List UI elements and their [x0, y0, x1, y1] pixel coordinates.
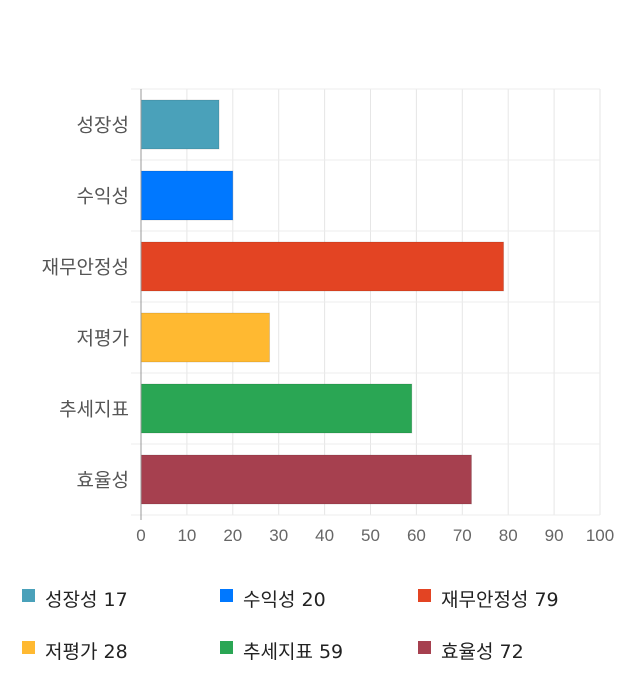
x-tick-label: 70 — [453, 526, 472, 545]
x-tick-label: 80 — [499, 526, 518, 545]
bar-4 — [140, 312, 271, 363]
x-tick-label: 10 — [177, 526, 196, 545]
legend-label: 저평가 28 — [45, 641, 128, 663]
legend-swatch — [22, 589, 35, 602]
y-category-label: 수익성 — [77, 186, 129, 208]
y-category-label: 성장성 — [77, 115, 129, 137]
legend-item-undervalued: 저평가 28 — [22, 637, 128, 664]
legend-item-stability: 재무안정성 79 — [418, 585, 559, 612]
bar-2 — [140, 170, 234, 221]
x-tick-label: 20 — [223, 526, 242, 545]
x-tick-label: 100 — [586, 526, 614, 545]
x-tick-label: 60 — [407, 526, 426, 545]
legend-label: 성장성 17 — [45, 589, 128, 611]
legend-item-growth: 성장성 17 — [22, 585, 128, 612]
y-category-label: 저평가 — [77, 328, 129, 350]
bar-1 — [140, 99, 220, 150]
legend-swatch — [418, 589, 431, 602]
legend-swatch — [418, 641, 431, 654]
bar-5 — [140, 383, 413, 434]
y-category-label: 효율성 — [77, 470, 129, 492]
legend-swatch — [220, 589, 233, 602]
x-tick-label: 50 — [361, 526, 380, 545]
legend-label: 재무안정성 79 — [441, 589, 559, 611]
legend-label: 효율성 72 — [441, 641, 524, 663]
legend-swatch — [22, 641, 35, 654]
legend-swatch — [220, 641, 233, 654]
y-category-label: 추세지표 — [59, 399, 129, 421]
legend-item-efficiency: 효율성 72 — [418, 637, 524, 664]
x-tick-label: 90 — [545, 526, 564, 545]
legend-label: 수익성 20 — [243, 589, 326, 611]
x-tick-label: 30 — [269, 526, 288, 545]
bar-chart: 0 10 20 30 40 50 60 70 80 90 100 성장성수익성재무안정성저평가추세지표… — [42, 88, 614, 545]
bar-3 — [140, 241, 505, 292]
bar-6 — [140, 454, 472, 505]
y-category-label: 재무안정성 — [42, 257, 129, 279]
x-tick-label: 0 — [136, 526, 145, 545]
x-tick-label: 40 — [315, 526, 334, 545]
legend-label: 추세지표 59 — [243, 641, 344, 663]
legend-item-profitability: 수익성 20 — [220, 585, 326, 612]
legend-item-trend: 추세지표 59 — [220, 637, 343, 664]
